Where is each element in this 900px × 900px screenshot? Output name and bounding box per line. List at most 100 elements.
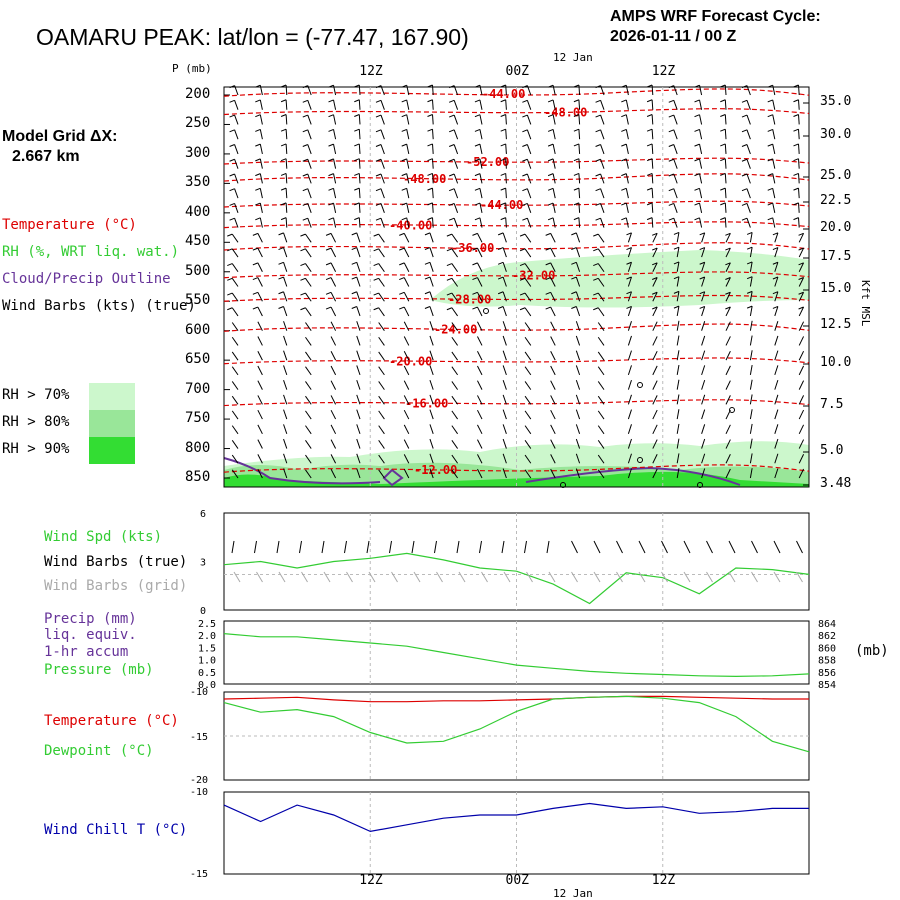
wind-barb xyxy=(673,114,678,125)
precip-right-tick-4: 856 xyxy=(818,668,836,679)
wind-barb xyxy=(526,173,532,184)
wind-barb-flag xyxy=(741,99,748,103)
wind-barb xyxy=(749,232,753,243)
wind-barb xyxy=(578,143,581,154)
wind-barb xyxy=(625,85,629,96)
wind-barb-flag xyxy=(229,217,235,221)
wind-barb xyxy=(406,217,410,228)
wind-barb xyxy=(380,85,385,96)
wind-barb-flag xyxy=(427,202,433,206)
wind-barb xyxy=(552,202,556,213)
wind-barb-flag xyxy=(373,292,379,296)
wind-barb-flag xyxy=(401,202,407,206)
date-top: 12 Jan xyxy=(553,51,593,64)
wind-barb xyxy=(283,453,288,464)
wind-barb xyxy=(699,158,703,169)
wind-barb xyxy=(627,276,632,287)
temp-tick-1: -15 xyxy=(190,732,208,743)
wind-barb xyxy=(380,100,385,110)
wind-barb xyxy=(524,410,532,420)
wind-barb-flag xyxy=(725,291,731,295)
wind-barb xyxy=(676,394,680,405)
wind-barb xyxy=(699,99,703,110)
wind-barb-flag xyxy=(720,143,726,147)
wind-barb xyxy=(699,217,703,228)
surface-barb-grid xyxy=(301,571,308,583)
wind-barb-flag xyxy=(229,114,235,118)
wind-barb-flag xyxy=(522,129,528,133)
wind-barb-flag xyxy=(500,158,506,162)
wind-barb-flag xyxy=(424,232,431,236)
wind-barb xyxy=(330,409,337,420)
wind-barb xyxy=(600,114,605,125)
wind-barb-flag xyxy=(280,187,287,191)
wind-barb-flag xyxy=(668,114,674,118)
wind-barb xyxy=(429,335,434,346)
wind-barb-flag xyxy=(280,84,287,88)
wind-barb xyxy=(798,143,800,154)
wind-barb-flag xyxy=(646,158,653,162)
legend-pressure: Pressure (mb) xyxy=(44,662,154,678)
wind-barb-flag xyxy=(497,291,504,295)
wind-barb-flag xyxy=(255,173,261,177)
calm-circle-2 xyxy=(729,407,735,413)
wind-barb xyxy=(701,321,706,331)
wind-barb xyxy=(259,99,263,110)
wind-barb xyxy=(257,351,263,361)
wind-barb xyxy=(257,233,263,243)
wind-barb xyxy=(725,365,731,376)
wind-barb-flag xyxy=(772,232,779,236)
wind-barb xyxy=(798,158,800,169)
wind-barb-flag xyxy=(302,144,308,147)
wind-barb xyxy=(798,350,805,361)
wind-barb xyxy=(699,173,703,184)
wind-barb xyxy=(701,350,706,361)
wind-barb xyxy=(749,364,753,375)
wind-barb-flag xyxy=(626,276,632,280)
wind-barb xyxy=(231,440,239,449)
temp-contour-label-1: -48.00 xyxy=(544,105,587,119)
wind-barb-flag xyxy=(255,158,261,162)
wind-barb xyxy=(676,306,680,317)
wind-barb xyxy=(701,262,706,272)
wind-barb xyxy=(798,424,805,435)
wind-barb xyxy=(283,394,288,405)
wind-barb xyxy=(502,394,507,405)
wind-barb xyxy=(406,188,410,199)
wind-barb-flag xyxy=(278,306,284,309)
wind-barb xyxy=(575,321,581,331)
wind-barb xyxy=(333,99,337,110)
wind-barb xyxy=(502,306,507,317)
wind-barb xyxy=(502,409,507,420)
wind-barb xyxy=(701,335,706,346)
wind-barb xyxy=(231,307,239,317)
wind-barb-flag xyxy=(401,99,407,103)
temp-contour-label-0: -44.00 xyxy=(482,87,525,101)
wind-barb xyxy=(283,468,288,479)
wind-barb-flag xyxy=(767,114,773,118)
wind-barb xyxy=(724,129,727,140)
wind-barb xyxy=(725,380,731,390)
wind-barb xyxy=(502,276,507,287)
wind-barb xyxy=(524,292,532,302)
wind-barb xyxy=(356,335,361,346)
wind-barb xyxy=(524,307,532,317)
wind-barb xyxy=(305,410,312,420)
wind-barb xyxy=(283,365,288,376)
wind-barb xyxy=(725,292,731,302)
wind-barb xyxy=(701,424,706,434)
wind-barb xyxy=(550,395,556,405)
surface-barb-grid xyxy=(233,571,241,583)
wind-barb xyxy=(676,276,680,287)
wind-barb xyxy=(453,114,459,125)
wind-barb xyxy=(673,100,678,110)
wind-barb xyxy=(597,410,605,420)
wind-barb xyxy=(453,188,459,199)
wind-barb xyxy=(524,381,532,390)
wind-barb xyxy=(798,365,805,376)
wind-barb xyxy=(333,85,337,96)
wind-barb-flag xyxy=(448,144,455,147)
wind-barb-flag xyxy=(699,247,705,250)
wind-barb xyxy=(356,247,361,258)
wind-barb xyxy=(479,129,483,140)
